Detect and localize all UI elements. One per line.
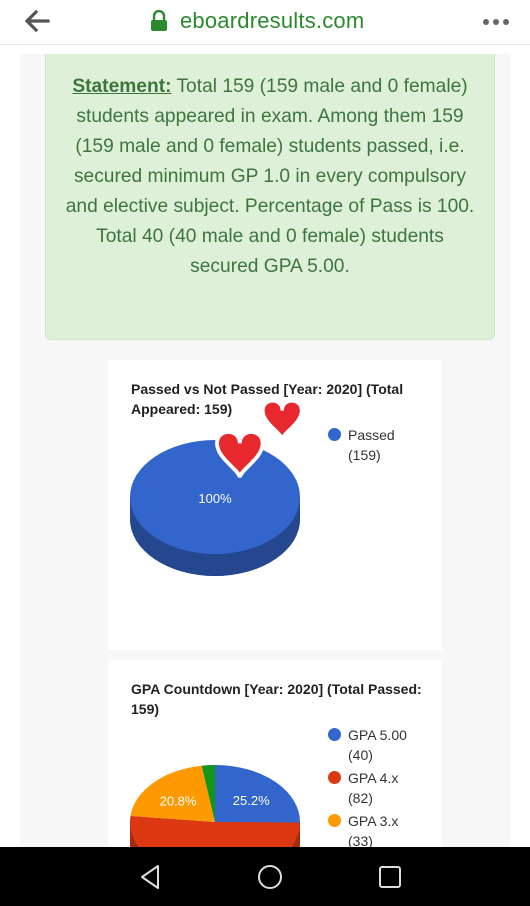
chart2-legend-count: (82) [348,790,373,806]
chart2-legend-label: GPA 4.x [348,770,399,786]
statement-text: Statement: Total 159 (159 male and 0 fem… [62,72,478,282]
chart2-legend-count: (33) [348,833,373,847]
back-arrow-icon[interactable] [22,6,52,36]
chart2-legend: GPA 5.00 (40) GPA 4.x (82) GPA 3.x (33) [328,725,407,847]
chart2-pie: 25.2% 20.8% [130,765,300,847]
heart-icon [261,399,304,440]
chart1-title: Passed vs Not Passed [Year: 2020] (Total… [131,381,404,417]
lock-icon [151,10,167,31]
chart1-pie: 100% [130,399,304,576]
pie2-slice-label: 20.8% [160,793,197,808]
pie-slice-gpa-5-00 [215,765,300,823]
chart2-legend-count: (40) [348,747,373,763]
statement-label: Statement: [72,76,172,97]
statement-body: Total 159 (159 male and 0 female) studen… [65,76,475,277]
chart2-legend-item: GPA 5.00 (40) [328,725,407,765]
heart-icon [215,430,265,479]
chart1-legend-count: (159) [348,447,381,463]
nav-recents-icon[interactable] [374,861,406,893]
chart2-legend-item: GPA 3.x (33) [328,811,407,847]
pie-slice-gpa-4-x [130,815,300,847]
browser-url-bar: eboardresults.com [0,0,530,45]
chart2-legend-item: GPA 4.x (82) [328,768,407,808]
page-content: Statement: Total 159 (159 male and 0 fem… [20,54,510,847]
pie2-slice-label: 25.2% [233,793,270,808]
chart-passed-vs-not-passed: Passed vs Not Passed [Year: 2020] (Total… [108,360,442,650]
chart2-legend-label: GPA 3.x [348,813,399,829]
chart1-legend-dot [328,428,341,441]
pie1-slice-label: 100% [198,491,232,506]
chart1-legend-label: Passed [348,427,395,443]
statement-box: Statement: Total 159 (159 male and 0 fem… [45,54,495,340]
pie-slice-gpa-3-x [130,765,215,822]
more-dots-icon[interactable] [478,6,518,36]
pie-slice-other [201,765,215,822]
domain-text: eboardresults.com [180,8,365,33]
chart2-legend-dot [328,771,341,784]
nav-back-icon[interactable] [134,861,166,893]
chart1-legend: Passed (159) [328,425,395,468]
chart2-title: GPA Countdown [Year: 2020] (Total Passed… [131,681,422,717]
pie-slice-passed [130,440,300,554]
chart1-legend-item: Passed (159) [328,425,395,465]
chart-gpa-countdown: GPA Countdown [Year: 2020] (Total Passed… [108,660,442,847]
url-field[interactable]: eboardresults.com [150,4,364,38]
android-nav-bar [0,847,530,906]
nav-home-icon[interactable] [254,861,286,893]
chart2-legend-dot [328,728,341,741]
chart2-legend-label: GPA 5.00 [348,727,407,743]
chart2-legend-dot [328,814,341,827]
